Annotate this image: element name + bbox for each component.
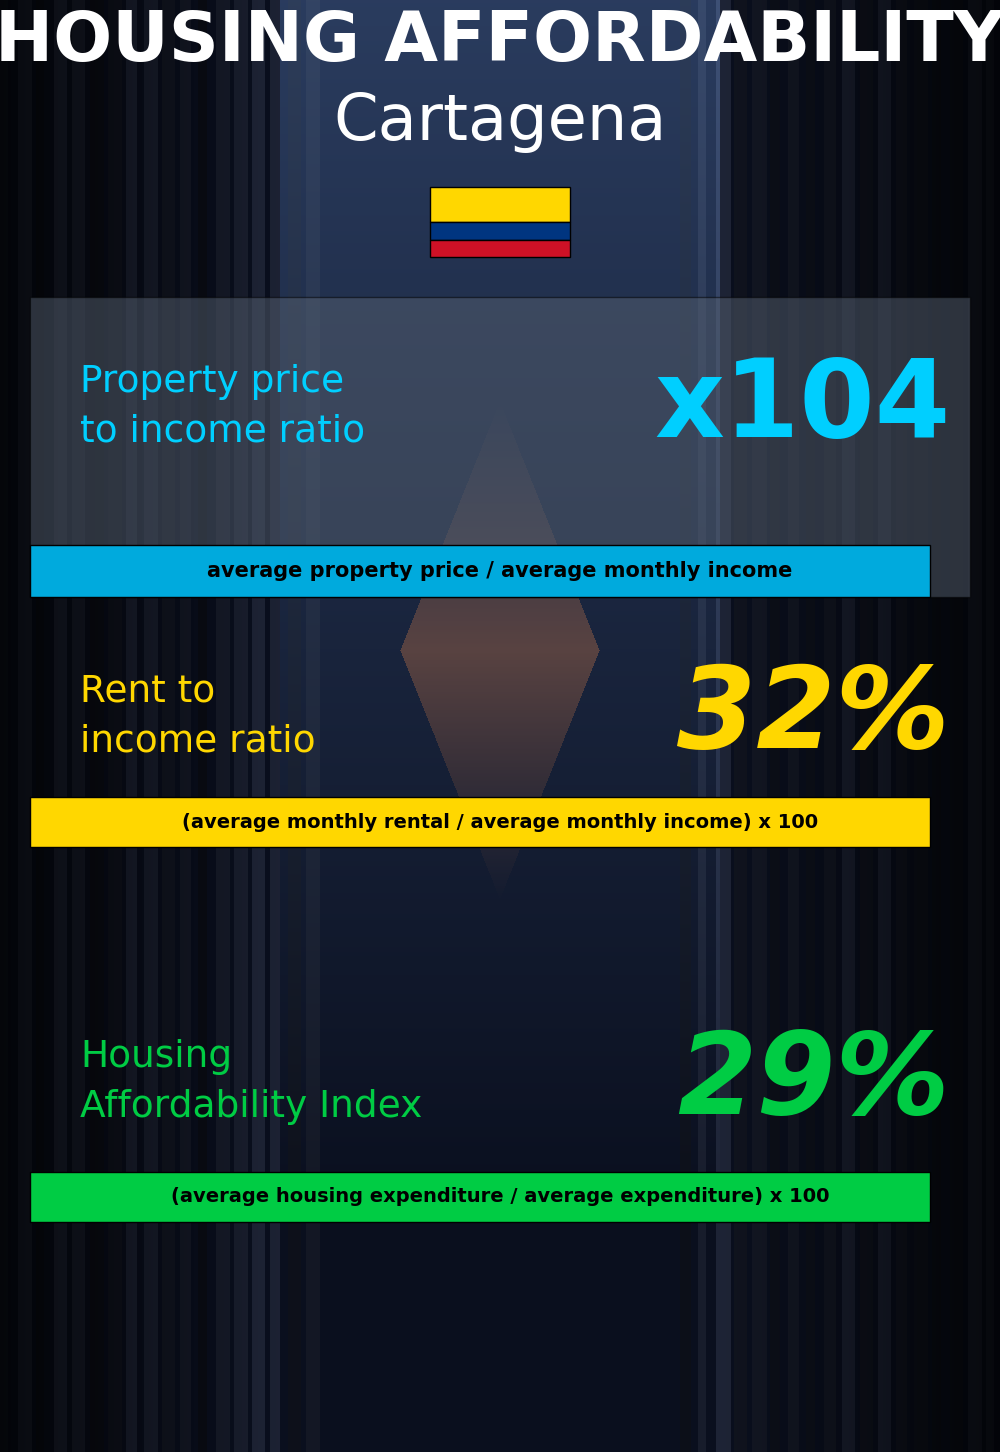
FancyBboxPatch shape (430, 222, 570, 240)
Text: (average monthly rental / average monthly income) x 100: (average monthly rental / average monthl… (182, 813, 818, 832)
FancyBboxPatch shape (430, 187, 570, 222)
Text: Cartagena: Cartagena (333, 91, 667, 152)
FancyBboxPatch shape (30, 797, 930, 847)
Text: Property price
to income ratio: Property price to income ratio (80, 364, 365, 450)
Text: HOUSING AFFORDABILITY: HOUSING AFFORDABILITY (0, 9, 1000, 76)
Text: 29%: 29% (677, 1027, 950, 1137)
Text: (average housing expenditure / average expenditure) x 100: (average housing expenditure / average e… (171, 1188, 829, 1207)
FancyBboxPatch shape (430, 240, 570, 257)
Text: average property price / average monthly income: average property price / average monthly… (207, 560, 793, 581)
Text: Housing
Affordability Index: Housing Affordability Index (80, 1040, 422, 1125)
Text: Rent to
income ratio: Rent to income ratio (80, 674, 316, 759)
Text: 32%: 32% (677, 662, 950, 772)
FancyBboxPatch shape (30, 544, 930, 597)
FancyBboxPatch shape (30, 298, 970, 597)
Text: x104: x104 (654, 354, 950, 460)
FancyBboxPatch shape (30, 1172, 930, 1223)
